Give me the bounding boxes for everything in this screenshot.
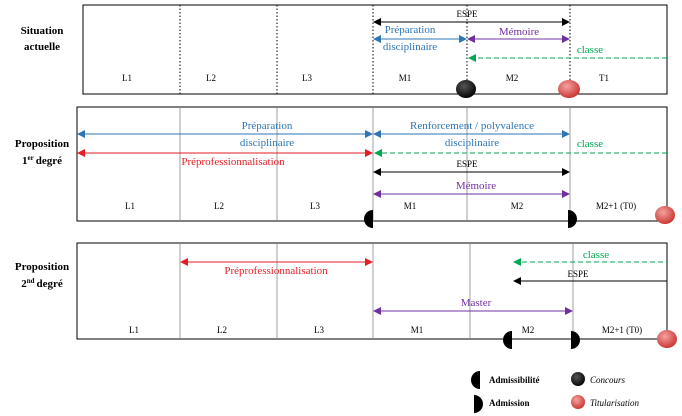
row-title-line1: Situation xyxy=(21,25,64,37)
year-label-l3: L3 xyxy=(302,73,312,83)
year-label-m2: M2 xyxy=(522,325,535,335)
year-label-t1: T1 xyxy=(599,73,609,83)
row-title-line1: Proposition xyxy=(15,138,69,150)
legend-admission-icon xyxy=(474,395,483,413)
classe-label: classe xyxy=(583,249,609,261)
year-label-t0: M2+1 (T0) xyxy=(596,201,636,211)
admissibilite-marker xyxy=(503,331,512,349)
espe-label: ESPE xyxy=(456,9,478,19)
title-number: 2 xyxy=(21,278,27,290)
title-rest: degré xyxy=(36,155,62,167)
timeline-box xyxy=(82,4,668,95)
titularisation-marker xyxy=(655,206,675,224)
master-label: Master xyxy=(461,297,492,309)
legend-concours-label: Concours xyxy=(590,375,626,385)
legend-concours-icon xyxy=(571,372,585,386)
legend-titularisation-label: Titularisation xyxy=(590,398,640,408)
title-rest: degré xyxy=(37,278,63,290)
admission-marker xyxy=(568,210,577,228)
memoire-label: Mémoire xyxy=(456,180,496,192)
preparation-label-line1: Préparation xyxy=(242,120,293,132)
year-label-l3: L3 xyxy=(314,325,324,335)
titularisation-marker xyxy=(558,80,580,98)
legend-admissibilite-icon xyxy=(471,371,480,389)
renforcement-label-line2: disciplinaire xyxy=(445,137,499,149)
year-label-l2: L2 xyxy=(206,73,216,83)
year-label-m1: M1 xyxy=(411,325,424,335)
year-label-l3: L3 xyxy=(310,201,320,211)
concours-marker xyxy=(456,80,476,98)
row-title-line1: Proposition xyxy=(15,261,69,273)
row-title-line2: actuelle xyxy=(24,41,60,53)
timeline-box xyxy=(76,242,668,340)
title-superscript: nd xyxy=(27,277,35,285)
prepro-label: Préprofessionnalisation xyxy=(224,265,328,277)
espe-label: ESPE xyxy=(567,269,589,279)
year-label-l1: L1 xyxy=(125,201,135,211)
admission-marker xyxy=(571,331,580,349)
row-proposition-1er-degre: Proposition 1er degré Préparation discipl… xyxy=(15,106,675,228)
row-title-line2: 1er degré xyxy=(22,154,62,167)
renforcement-label-line1: Renforcement / polyvalence xyxy=(410,120,534,132)
titularisation-marker xyxy=(657,330,677,348)
year-label-l1: L1 xyxy=(129,325,139,335)
year-label-m1: M1 xyxy=(404,201,417,211)
title-number: 1 xyxy=(22,155,28,167)
timeline-box xyxy=(76,106,668,222)
row-title-line2: 2nd degré xyxy=(21,277,63,290)
year-label-m2: M2 xyxy=(511,201,524,211)
legend-admission-label: Admission xyxy=(489,398,530,408)
row-proposition-2nd-degre: Proposition 2nd degré classe Préprofessio… xyxy=(15,242,677,349)
preparation-label-line1: Préparation xyxy=(385,24,436,36)
preparation-label-line2: disciplinaire xyxy=(240,137,294,149)
admissibilite-marker xyxy=(364,210,373,228)
legend: Admissibilité Admission Concours Titular… xyxy=(471,371,640,413)
legend-titularisation-icon xyxy=(571,395,585,409)
prepro-label: Préprofessionnalisation xyxy=(181,156,285,168)
row-situation-actuelle: Situation actuelle ESPE Préparation disc… xyxy=(21,4,668,98)
year-label-l1: L1 xyxy=(122,73,132,83)
legend-admissibilite-label: Admissibilité xyxy=(489,375,540,385)
year-label-l2: L2 xyxy=(214,201,224,211)
memoire-label: Mémoire xyxy=(499,26,539,38)
classe-label: classe xyxy=(577,138,603,150)
preparation-label-line2: disciplinaire xyxy=(383,41,437,53)
classe-label: classe xyxy=(577,44,603,56)
year-label-m1: M1 xyxy=(399,73,412,83)
espe-label: ESPE xyxy=(456,159,478,169)
year-label-l2: L2 xyxy=(217,325,227,335)
year-label-t0: M2+1 (T0) xyxy=(602,325,642,335)
title-superscript: er xyxy=(28,154,34,162)
year-label-m2: M2 xyxy=(506,73,519,83)
